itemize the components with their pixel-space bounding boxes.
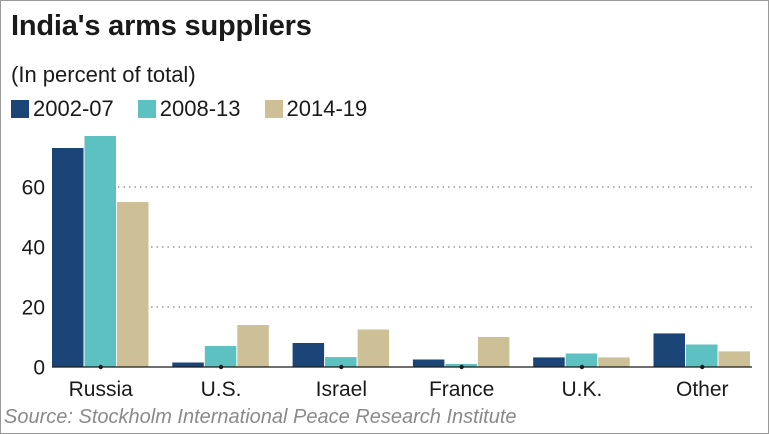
x-tick-label-france: France (429, 378, 494, 401)
bar-us-2002-07 (172, 362, 204, 367)
bar-russia-2008-13 (84, 136, 116, 367)
bar-us-2008-13 (204, 346, 237, 367)
bar-israel-2002-07 (292, 343, 325, 367)
legend-item-2002-07: 2002-07 (11, 96, 114, 122)
bar-uk-2008-13 (565, 353, 598, 367)
legend-swatch-2002-07 (11, 100, 29, 118)
x-tick-mark-0 (98, 364, 103, 370)
legend-swatch-2008-13 (137, 100, 156, 118)
y-tick-label-40: 40 (22, 237, 45, 260)
x-tick-mark-1 (218, 364, 224, 370)
legend-label-2008-13: 2008-13 (159, 96, 241, 121)
x-tick-mark-5 (700, 364, 705, 370)
legend-label-2002-07: 2002-07 (33, 96, 114, 121)
bar-uk-2002-07 (533, 357, 565, 367)
bar-other-2002-07 (653, 333, 685, 367)
bar-uk-2014-19 (598, 357, 630, 367)
source-note: Source: Stockholm International Peace Re… (4, 406, 517, 428)
chart-title: India's arms suppliers (11, 10, 312, 42)
x-tick-mark-3 (459, 364, 464, 370)
legend-swatch-2014-19 (264, 100, 283, 118)
bar-israel-2008-13 (325, 357, 357, 367)
bar-other-2014-19 (718, 351, 750, 367)
bar-other-2008-13 (686, 344, 718, 367)
x-tick-mark-4 (579, 364, 585, 370)
bar-france-2014-19 (477, 337, 510, 367)
bar-israel-2014-19 (357, 329, 390, 367)
bar-russia-2014-19 (117, 202, 149, 367)
y-tick-label-0: 0 (33, 357, 45, 380)
x-tick-label-us: U.S. (201, 378, 242, 401)
legend-label-2014-19: 2014-19 (286, 96, 368, 121)
bar-russia-2002-07 (52, 148, 84, 367)
legend: 2002-07 2008-13 2014-19 (11, 96, 391, 122)
x-tick-label-israel: Israel (316, 378, 367, 401)
x-tick-mark-2 (339, 364, 344, 370)
bar-france-2002-07 (412, 359, 445, 367)
bar-us-2014-19 (237, 325, 269, 367)
legend-item-2014-19: 2014-19 (264, 96, 368, 122)
chart-subtitle: (In percent of total) (11, 62, 196, 87)
y-tick-label-60: 60 (22, 177, 45, 200)
legend-item-2008-13: 2008-13 (137, 96, 241, 122)
y-tick-label-20: 20 (22, 297, 45, 320)
x-tick-label-russia: Russia (69, 378, 134, 401)
x-tick-label-uk: U.K. (562, 378, 603, 401)
x-tick-label-other: Other (676, 378, 729, 401)
